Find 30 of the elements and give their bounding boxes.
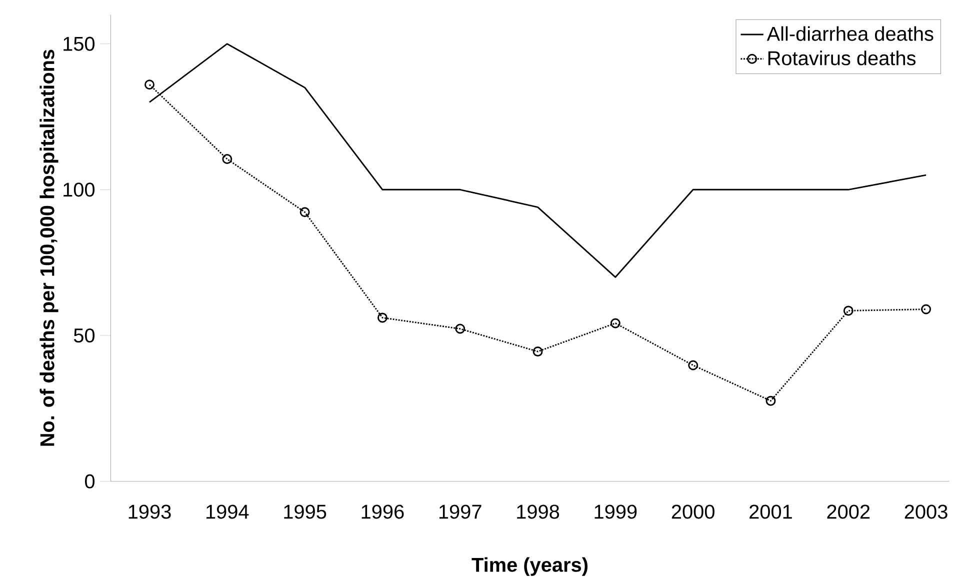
x-tick-label: 1997 [439, 504, 482, 519]
x-axis-title: Time (years) [472, 557, 588, 576]
point [455, 324, 466, 334]
y-tick-label: 100 [64, 182, 95, 197]
point [921, 304, 932, 314]
legend-label: All-diarrhea deaths [766, 26, 934, 41]
y-tick-label: 150 [64, 36, 95, 51]
legend-label: Rotavirus deaths [768, 50, 916, 66]
y-tick-label: 0 [85, 474, 95, 488]
point [532, 346, 543, 357]
x-tick-label: 2002 [827, 504, 870, 519]
x-tick-label: 2003 [904, 504, 948, 519]
x-tick-label: 1999 [594, 504, 637, 519]
x-tick-label: 1994 [206, 504, 249, 519]
x-tick-label: 2001 [750, 504, 792, 519]
point [610, 318, 620, 328]
x-tick-label: 1998 [517, 504, 560, 519]
y-axis-title: No. of deaths per 100,000 hospitalizations [40, 50, 58, 446]
x-tick-label: 2000 [672, 504, 714, 519]
point [222, 154, 232, 164]
point [688, 360, 698, 370]
x-tick-label: 1996 [362, 504, 404, 519]
x-tick-label: 1995 [284, 504, 326, 519]
point [300, 207, 310, 218]
x-tick-label: 1993 [128, 504, 171, 519]
point [843, 306, 854, 316]
point [766, 396, 776, 406]
point [377, 312, 388, 323]
point [144, 80, 154, 90]
y-tick-label: 50 [74, 328, 95, 343]
